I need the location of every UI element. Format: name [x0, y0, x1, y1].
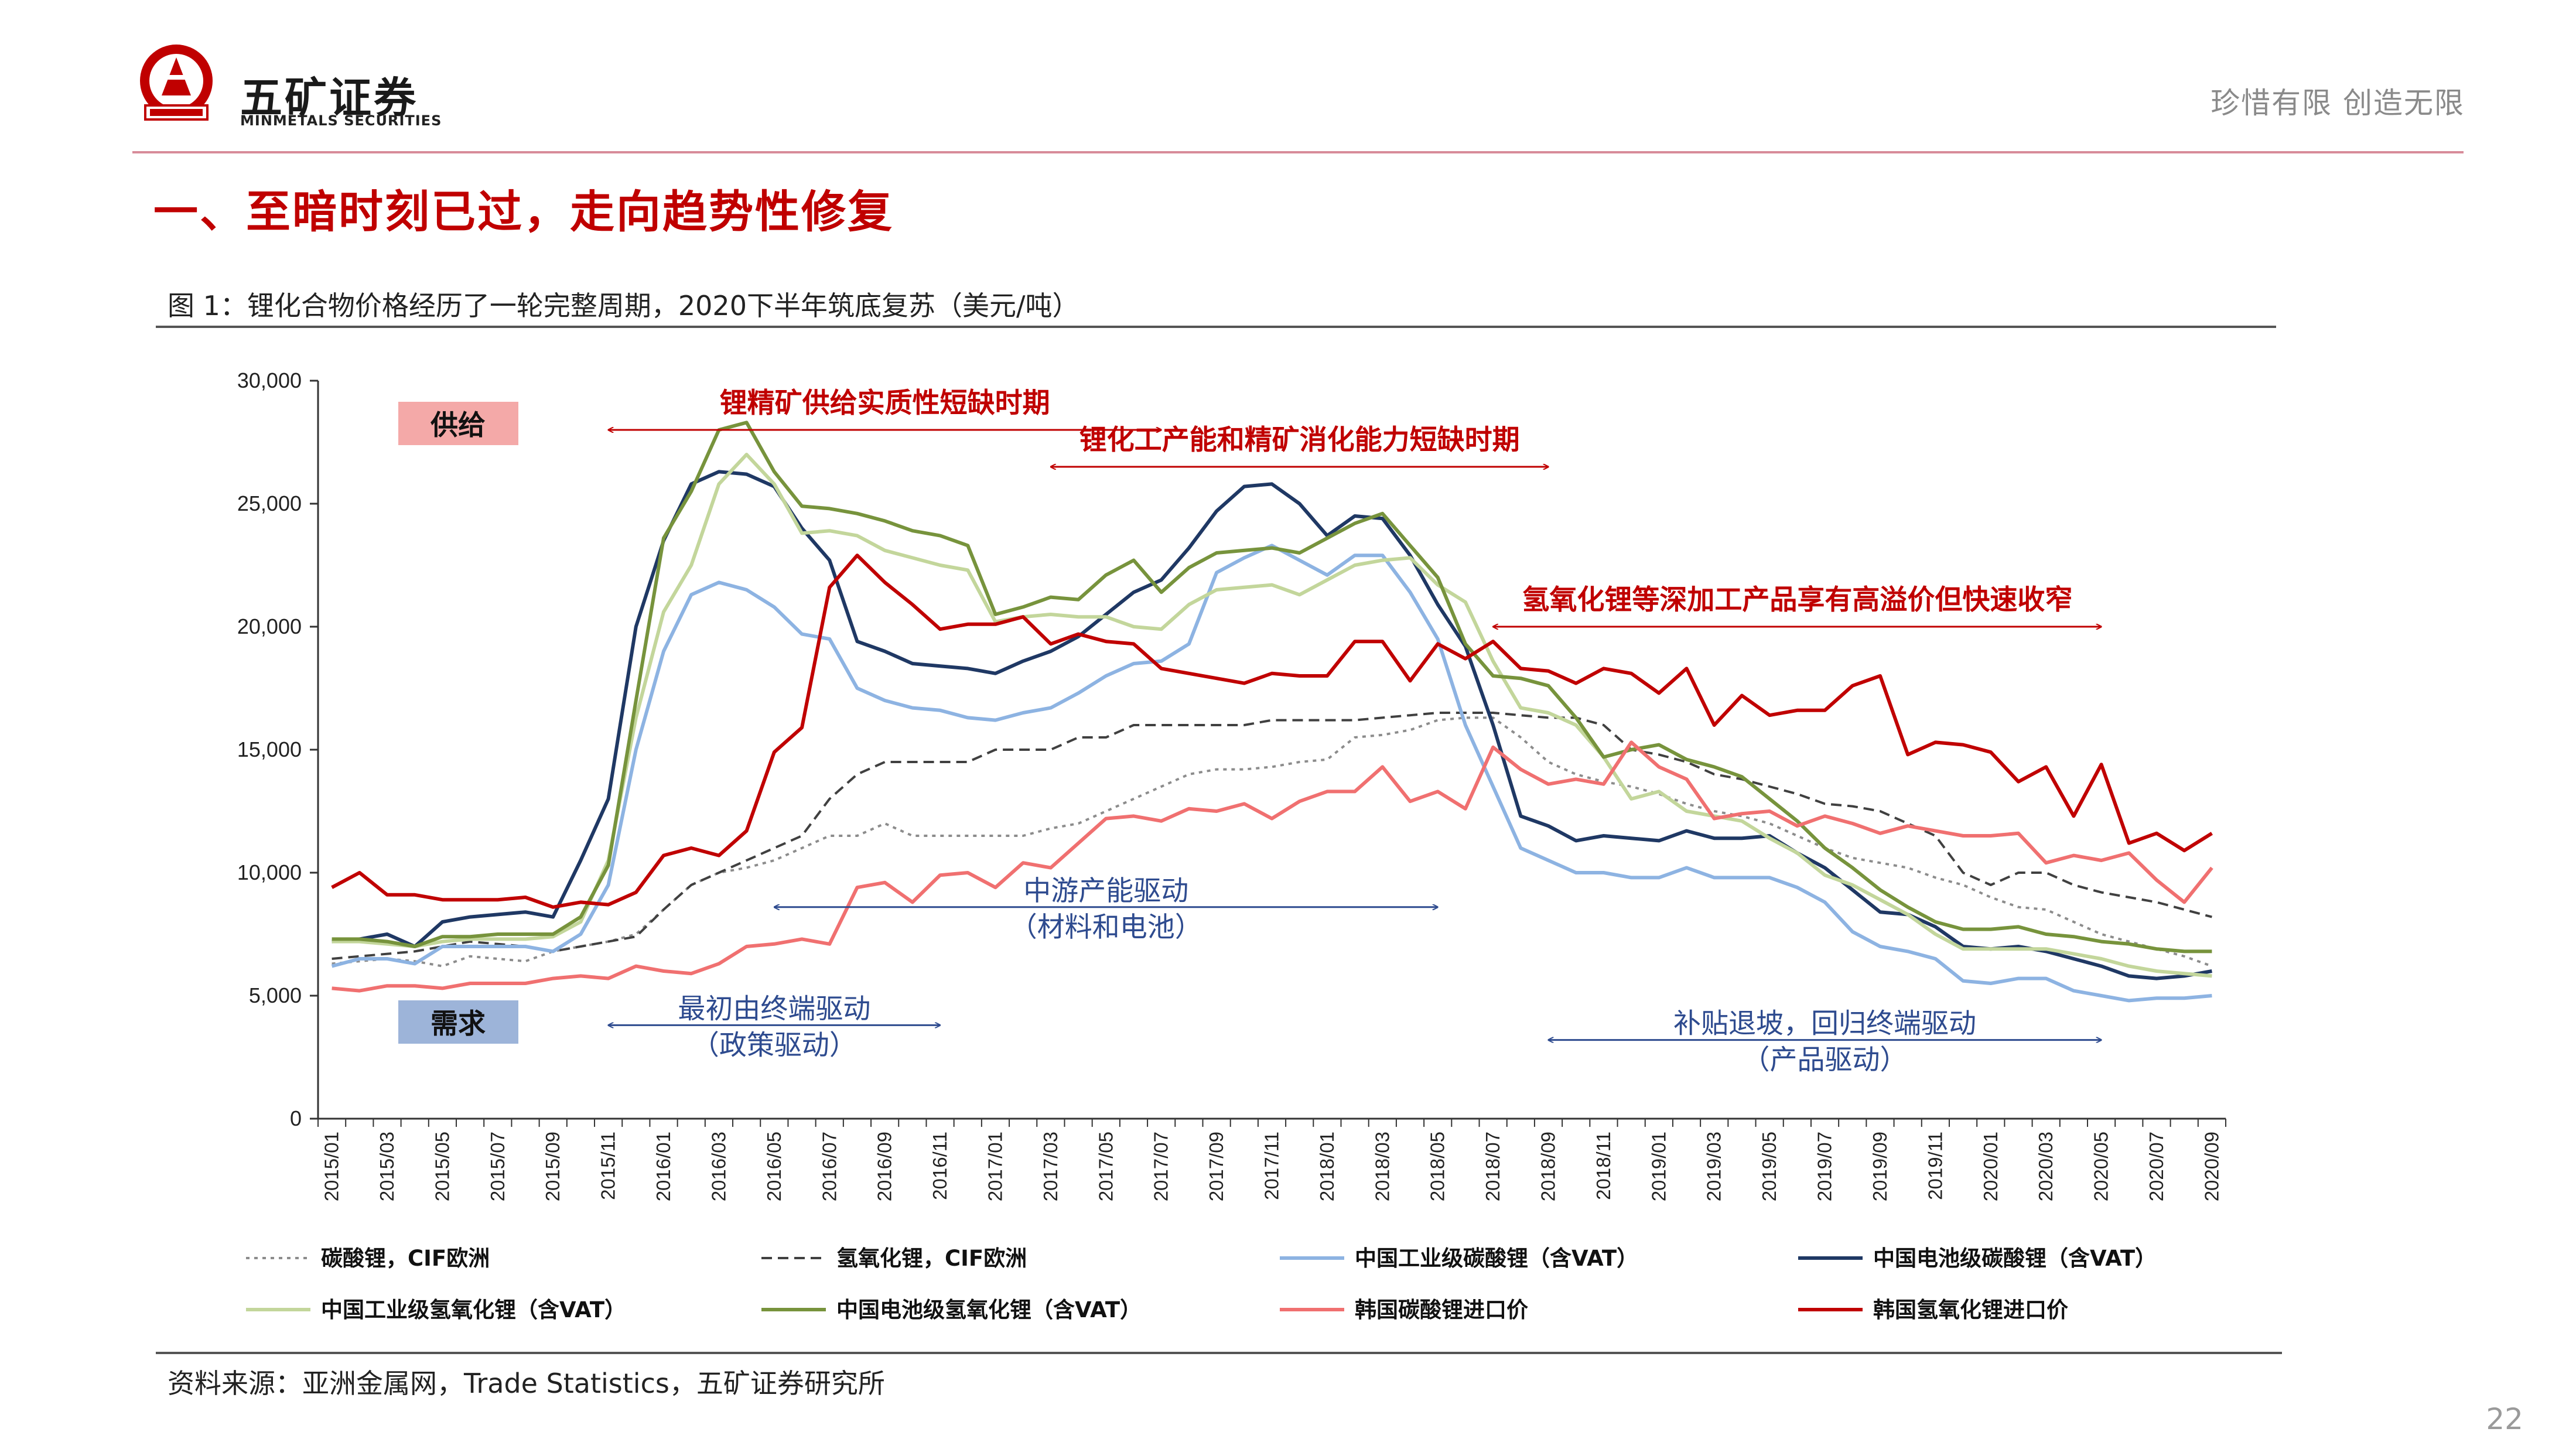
x-tick-label: 2019/11 [1924, 1132, 1946, 1200]
x-tick-label: 2019/09 [1869, 1132, 1891, 1201]
series-line [332, 421, 2212, 954]
company-name: 五矿证券 [240, 73, 419, 122]
annotation-text: 补贴退坡，回归终端驱动 [1673, 1008, 1976, 1040]
legend-label: 中国电池级碳酸锂（含VAT） [1873, 1246, 2157, 1271]
annotation-subtext: （材料和电池） [1010, 911, 1202, 944]
x-tick-label: 2015/07 [487, 1132, 508, 1201]
legend-label: 中国电池级氢氧化锂（含VAT） [836, 1297, 1142, 1322]
series-line [331, 553, 2213, 909]
x-tick-label: 2020/01 [1980, 1132, 2001, 1201]
x-tick-label: 2018/11 [1593, 1132, 1614, 1200]
series-line [332, 470, 2212, 980]
x-tick-label: 2017/09 [1205, 1132, 1227, 1201]
x-tick-label: 2020/05 [2090, 1132, 2112, 1201]
y-tick-label: 10,000 [237, 860, 302, 884]
x-tick-label: 2015/05 [431, 1132, 453, 1201]
x-tick-label: 2018/05 [1427, 1132, 1448, 1201]
x-tick-label: 2016/09 [874, 1132, 896, 1201]
y-tick-label: 15,000 [237, 737, 302, 761]
series-line [332, 453, 2212, 978]
x-tick-label: 2019/07 [1814, 1132, 1836, 1201]
x-tick-label: 2017/03 [1040, 1132, 1061, 1201]
series-line [331, 544, 2212, 1003]
x-tick-label: 2015/09 [542, 1132, 563, 1201]
x-tick-label: 2015/01 [321, 1132, 343, 1201]
x-tick-label: 2018/07 [1482, 1132, 1504, 1201]
x-tick-label: 2015/11 [597, 1132, 619, 1200]
y-tick-label: 5,000 [249, 983, 302, 1007]
x-tick-label: 2018/03 [1371, 1132, 1393, 1201]
header-divider [132, 151, 2464, 153]
y-tick-label: 25,000 [237, 491, 302, 515]
x-tick-label: 2017/07 [1150, 1132, 1172, 1201]
annotation-text: 中游产能驱动 [1023, 875, 1188, 907]
x-tick-label: 2016/01 [652, 1132, 674, 1201]
demand-box [398, 1000, 518, 1044]
annotation-subtext: （产品驱动） [1743, 1044, 1908, 1077]
series-line [332, 712, 2212, 960]
annotation-subtext: （政策驱动） [692, 1029, 857, 1061]
series-line [332, 716, 2213, 968]
supply-box [398, 402, 518, 445]
x-tick-label: 2017/05 [1095, 1132, 1116, 1201]
annotation-text: 锂化工产能和精矿消化能力短缺时期 [1079, 424, 1520, 456]
minmetals-logo [140, 45, 213, 121]
annotation-text: 最初由终端驱动 [678, 993, 870, 1025]
x-tick-label: 2020/03 [2035, 1132, 2056, 1201]
legend-label: 氢氧化锂，CIF欧洲 [836, 1246, 1027, 1271]
x-tick-label: 2016/03 [708, 1132, 729, 1201]
demand-label: 需求 [431, 1008, 486, 1040]
y-tick-label: 20,000 [237, 614, 302, 638]
annotation-text: 锂精矿供给实质性短缺时期 [720, 387, 1050, 419]
legend-label: 中国工业级碳酸锂（含VAT） [1355, 1246, 1638, 1271]
y-tick-label: 30,000 [237, 368, 302, 392]
chart-series [331, 421, 2213, 1003]
x-tick-label: 2017/11 [1261, 1132, 1283, 1200]
legend-label: 中国工业级氢氧化锂（含VAT） [321, 1297, 626, 1322]
x-tick-label: 2015/03 [376, 1132, 398, 1201]
section-title: 一、至暗时刻已过，走向趋势性修复 [153, 186, 894, 238]
caption-divider [156, 326, 2276, 328]
x-tick-label: 2018/09 [1538, 1132, 1559, 1201]
x-tick-label: 2019/03 [1703, 1132, 1725, 1201]
x-tick-label: 2017/01 [984, 1132, 1006, 1201]
supply-label: 供给 [431, 409, 486, 442]
series-line [332, 740, 2213, 993]
x-tick-label: 2016/05 [763, 1132, 785, 1201]
figure-caption: 图 1：锂化合物价格经历了一轮完整周期，2020下半年筑底复苏（美元/吨） [168, 290, 1079, 322]
x-tick-label: 2020/07 [2145, 1132, 2167, 1201]
y-tick-label: 0 [290, 1106, 302, 1130]
legend-label: 韩国氢氧化锂进口价 [1873, 1297, 2068, 1322]
chart-axes: 0 5,000 10,000 15,000 20,000 25,000 30,000 2015… [237, 368, 2226, 1201]
source-divider [156, 1352, 2282, 1354]
chart-annotations: 锂精矿供给实质性短缺时期锂化工产能和精矿消化能力短缺时期氢氧化锂等深加工产品享有… [609, 387, 2102, 1077]
annotation-text: 氢氧化锂等深加工产品享有高溢价但快速收窄 [1522, 584, 2072, 616]
x-tick-label: 2018/01 [1316, 1132, 1338, 1201]
source-note: 资料来源：亚洲金属网，Trade Statistics，五矿证券研究所 [168, 1368, 885, 1399]
x-tick-label: 2019/05 [1758, 1132, 1780, 1201]
company-english-name: MINMETALS SECURITIES [240, 112, 442, 129]
legend-label: 碳酸锂，CIF欧洲 [321, 1246, 490, 1271]
x-tick-label: 2020/09 [2201, 1132, 2222, 1201]
chart-legend: 碳酸锂，CIF欧洲 氢氧化锂，CIF欧洲 中国工业级碳酸锂（含VAT） 中国电池级碳酸… [246, 1246, 2157, 1322]
page-number: 22 [2486, 1402, 2523, 1436]
x-tick-label: 2016/11 [929, 1132, 951, 1200]
x-tick-label: 2019/01 [1648, 1132, 1669, 1201]
slogan: 珍惜有限 创造无限 [2211, 86, 2465, 120]
legend-label: 韩国碳酸锂进口价 [1355, 1297, 1528, 1322]
x-tick-label: 2016/07 [818, 1132, 840, 1201]
